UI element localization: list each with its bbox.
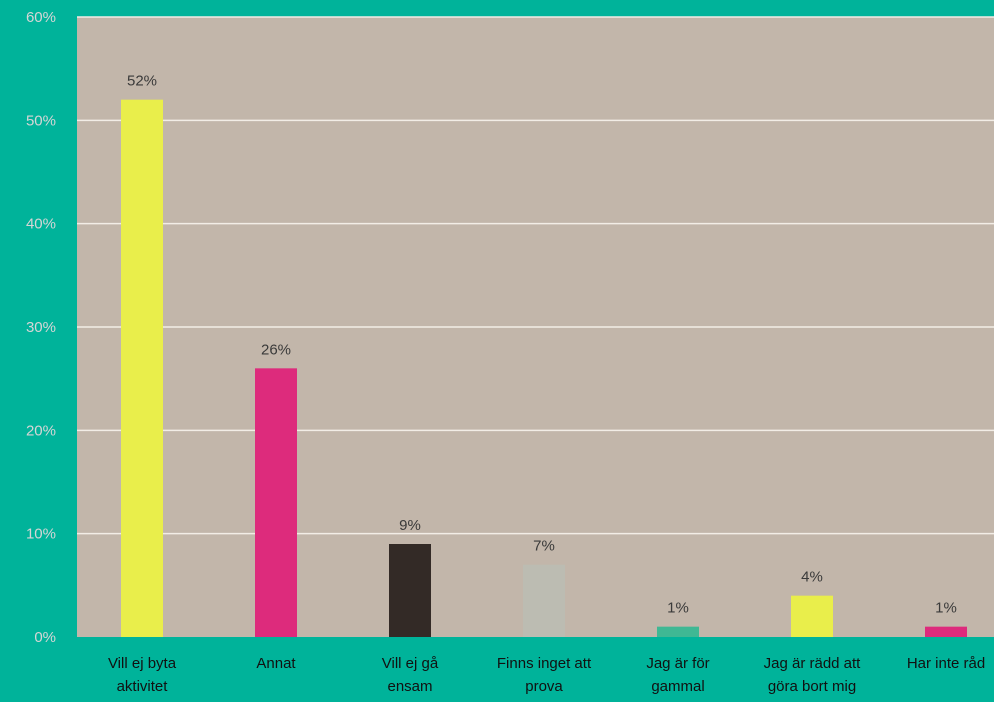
bar	[523, 564, 565, 637]
y-tick-label: 0%	[34, 629, 56, 646]
data-label: 1%	[935, 600, 957, 617]
x-tick-label: Jag är för	[646, 655, 709, 672]
bars	[121, 99, 967, 637]
bar	[791, 595, 833, 637]
gridlines	[77, 16, 994, 535]
x-tick-label: ensam	[387, 678, 432, 695]
y-tick-label: 40%	[26, 216, 56, 233]
x-tick-label: aktivitet	[117, 678, 169, 695]
x-tick-label: göra bort mig	[768, 678, 856, 695]
x-tick-label: Vill ej byta	[108, 655, 177, 672]
data-label: 9%	[399, 517, 421, 534]
y-tick-label: 10%	[26, 526, 56, 543]
x-tick-label: Har inte råd	[907, 655, 985, 672]
bar	[925, 626, 967, 637]
x-axis: Vill ej byta aktivitet Annat Vill ej gå ensa…	[108, 655, 985, 695]
y-axis: 0% 10% 20% 30% 40% 50% 60%	[26, 9, 56, 646]
x-tick-label: Vill ej gå	[382, 655, 439, 672]
x-tick-label: Finns inget att	[497, 655, 592, 672]
y-tick-label: 20%	[26, 422, 56, 439]
data-label: 1%	[667, 600, 689, 617]
bar	[389, 544, 431, 637]
x-tick-label: Annat	[256, 655, 296, 672]
bar	[255, 368, 297, 637]
x-tick-label: gammal	[651, 678, 704, 695]
data-label: 4%	[801, 569, 823, 586]
data-label: 52%	[127, 73, 157, 90]
bar	[121, 99, 163, 637]
y-tick-label: 30%	[26, 319, 56, 336]
data-label: 26%	[261, 341, 291, 358]
x-tick-label: Jag är rädd att	[764, 655, 862, 672]
y-tick-label: 60%	[26, 9, 56, 26]
bar	[657, 626, 699, 637]
data-label: 7%	[533, 538, 555, 555]
x-tick-label: prova	[525, 678, 563, 695]
y-tick-label: 50%	[26, 112, 56, 129]
value-labels: 52% 26% 9% 7% 1% 4% 1%	[127, 73, 957, 617]
